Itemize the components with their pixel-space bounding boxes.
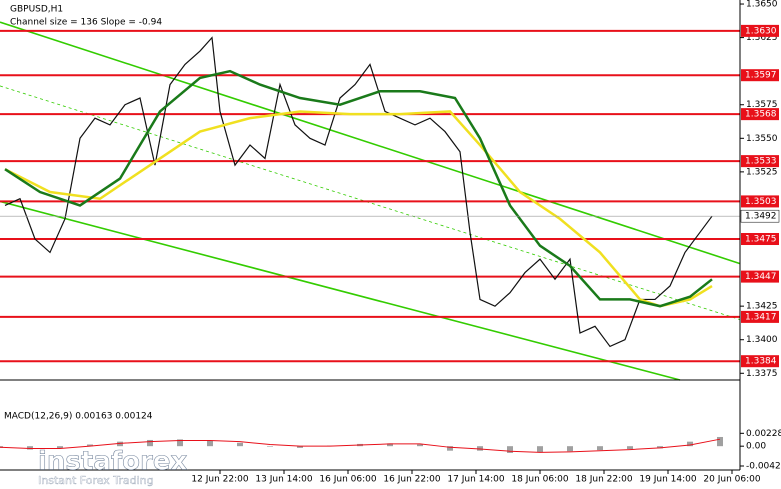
level-label-box xyxy=(741,233,779,246)
x-tick-label: 18 Jun 22:00 xyxy=(575,475,632,485)
y-tick-label: 1.3550 xyxy=(746,134,778,144)
macd-bar xyxy=(237,442,243,447)
y-tick-label: 1.3650 xyxy=(746,0,778,10)
macd-bar xyxy=(387,443,393,447)
y-tick-label: 1.3425 xyxy=(746,302,778,312)
level-label-box xyxy=(741,195,779,208)
level-label: 1.3384 xyxy=(745,357,777,367)
macd-bar xyxy=(147,439,153,447)
signal-line xyxy=(0,438,721,453)
x-tick-label: 13 Jun 14:00 xyxy=(255,475,312,485)
y-tick-label: 1.3625 xyxy=(746,33,778,43)
macd-bar xyxy=(567,446,573,452)
macd-bar xyxy=(57,446,63,449)
macd-bar xyxy=(87,444,93,447)
price-panel xyxy=(0,21,741,381)
chart-title: GBPUSD,H1 xyxy=(10,5,63,15)
macd-bar xyxy=(27,446,33,450)
level-label-box xyxy=(741,310,779,323)
level-label: 1.3597 xyxy=(745,71,777,81)
watermark-brand: instaforex xyxy=(38,447,188,477)
x-tick-label: 20 Jun 06:00 xyxy=(703,475,760,485)
macd-bar xyxy=(717,436,723,447)
x-tick-label: 16 Jun 06:00 xyxy=(319,475,376,485)
y-tick-label: 1.3575 xyxy=(746,100,778,110)
level-label-box xyxy=(741,270,779,283)
price-line xyxy=(4,36,713,348)
y-tick-label: -0.00422 xyxy=(746,462,781,472)
level-label: 1.3630 xyxy=(745,26,777,36)
y-tick-label: 1.3400 xyxy=(746,335,778,345)
macd-bar xyxy=(297,446,303,448)
price-line xyxy=(4,110,713,308)
last-price-label: 1.3492 xyxy=(745,212,777,222)
channel-line xyxy=(0,21,741,265)
chart-subtitle: Channel size = 136 Slope = -0.94 xyxy=(10,18,162,28)
price-line xyxy=(4,69,713,308)
level-label: 1.3447 xyxy=(745,272,777,282)
y-tick-label: 0.00 xyxy=(746,442,766,452)
level-label: 1.3533 xyxy=(745,157,777,167)
y-tick-label: 0.00228 xyxy=(746,429,781,439)
x-tick-label: 19 Jun 14:00 xyxy=(639,475,696,485)
y-tick-label: 1.3375 xyxy=(746,369,778,379)
watermark-tagline: Instant Forex Trading xyxy=(38,474,154,487)
macd-bar xyxy=(507,446,513,453)
level-label: 1.3503 xyxy=(745,197,777,207)
level-label-box xyxy=(741,355,779,368)
last-price-box xyxy=(740,209,780,223)
x-tick-label: 16 Jun 22:00 xyxy=(383,475,440,485)
x-tick-label: 18 Jun 06:00 xyxy=(511,475,568,485)
level-label: 1.3475 xyxy=(745,235,777,245)
macd-panel xyxy=(0,436,723,453)
macd-bar xyxy=(597,446,603,451)
x-tick-label: 12 Jun 22:00 xyxy=(191,475,248,485)
macd-bar xyxy=(657,446,663,449)
macd-bar xyxy=(207,440,213,447)
macd-bar xyxy=(267,446,273,447)
macd-bar xyxy=(537,446,543,453)
macd-bar xyxy=(417,444,423,447)
level-label-box xyxy=(741,69,779,82)
level-label: 1.3417 xyxy=(745,312,777,322)
macd-bar xyxy=(177,439,183,447)
level-label-box xyxy=(741,24,779,37)
y-tick-label: 1.3525 xyxy=(746,167,778,177)
macd-bar xyxy=(477,446,483,451)
channel-line xyxy=(0,200,681,381)
x-tick-label: 17 Jun 14:00 xyxy=(447,475,504,485)
macd-bar xyxy=(447,446,453,451)
macd-title: MACD(12,26,9) 0.00163 0.00124 xyxy=(4,412,153,422)
level-label-box xyxy=(741,155,779,168)
level-label: 1.3568 xyxy=(745,110,777,120)
macd-bar xyxy=(117,441,123,447)
macd-bar xyxy=(627,446,633,450)
level-label-box xyxy=(741,108,779,121)
macd-bar xyxy=(687,441,693,447)
